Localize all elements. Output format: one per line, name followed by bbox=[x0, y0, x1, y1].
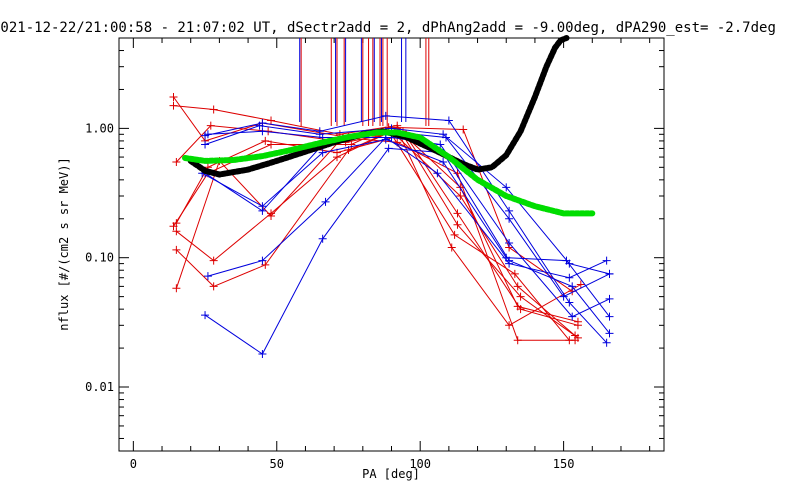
red-data-point bbox=[209, 105, 218, 114]
blue-data-point bbox=[562, 256, 571, 265]
blue-series-line bbox=[204, 115, 607, 344]
blue-series-line bbox=[204, 125, 610, 275]
red-data-point bbox=[453, 220, 462, 229]
red-data-point bbox=[172, 227, 181, 236]
blue-data-point bbox=[258, 256, 267, 265]
red-data-point bbox=[267, 140, 276, 149]
red-data-point bbox=[267, 212, 276, 221]
red-data-point bbox=[206, 121, 215, 130]
blue-data-point bbox=[436, 140, 445, 149]
blue-data-point bbox=[255, 121, 264, 130]
blue-data-point bbox=[203, 272, 212, 281]
red-data-point bbox=[447, 243, 456, 252]
red-data-point bbox=[347, 140, 356, 149]
red-series-line bbox=[175, 136, 576, 341]
blue-data-point bbox=[258, 206, 267, 215]
green-model-curve bbox=[182, 129, 596, 217]
curves-layer bbox=[182, 35, 596, 217]
red-data-point bbox=[169, 92, 178, 101]
blue-data-point bbox=[565, 298, 574, 307]
y-axis-label: nflux [#/(cm2 s sr MeV)] bbox=[57, 157, 71, 330]
red-data-point bbox=[459, 125, 468, 134]
red-data-point bbox=[505, 321, 514, 330]
blue-data-point bbox=[439, 157, 448, 166]
red-data-point bbox=[172, 157, 181, 166]
chart-title: 2021-12-22/21:00:58 - 21:07:02 UT, dSect… bbox=[0, 20, 776, 36]
blue-data-point bbox=[203, 130, 212, 139]
red-data-point bbox=[169, 101, 178, 110]
black-model-curve bbox=[187, 35, 570, 178]
red-data-point bbox=[333, 153, 341, 162]
red-data-point bbox=[261, 260, 270, 269]
y-tick-label: 1.00 bbox=[85, 121, 114, 135]
blue-data-point bbox=[602, 256, 611, 265]
x-axis-label: PA [deg] bbox=[362, 467, 420, 481]
red-data-point bbox=[513, 302, 522, 311]
red-data-point bbox=[209, 256, 218, 265]
blue-data-point bbox=[568, 282, 577, 291]
pa-markers bbox=[299, 38, 430, 126]
blue-data-point bbox=[433, 169, 442, 178]
red-series-line bbox=[176, 125, 579, 326]
x-tick-label: 0 bbox=[130, 457, 137, 471]
blue-data-point bbox=[605, 269, 614, 278]
blue-data-point bbox=[444, 116, 453, 125]
red-data-point bbox=[261, 136, 270, 145]
blue-data-point bbox=[381, 111, 390, 120]
blue-data-point bbox=[505, 214, 514, 223]
blue-data-point bbox=[559, 292, 568, 301]
red-data-point bbox=[172, 284, 181, 293]
blue-data-point bbox=[502, 183, 511, 192]
blue-data-point bbox=[201, 140, 210, 149]
red-data-point bbox=[456, 192, 465, 200]
blue-data-point bbox=[258, 350, 267, 358]
red-data-point bbox=[453, 209, 462, 218]
blue-data-point bbox=[568, 312, 577, 321]
axis-ticks: 0 50 100 150 0.01 0.10 1.00 bbox=[85, 37, 664, 471]
blue-data-point bbox=[258, 127, 267, 136]
blue-data-point bbox=[505, 238, 514, 247]
blue-data-point bbox=[318, 148, 327, 157]
red-data-point bbox=[267, 116, 276, 125]
red-data-point bbox=[172, 245, 181, 254]
blue-data-point bbox=[442, 133, 450, 142]
red-data-point bbox=[450, 230, 459, 239]
blue-data-point bbox=[505, 206, 514, 215]
red-data-point bbox=[513, 336, 522, 345]
blue-data-point bbox=[605, 329, 614, 338]
red-data-point bbox=[169, 222, 178, 231]
red-data-point bbox=[513, 282, 522, 291]
red-data-point bbox=[576, 280, 585, 289]
x-tick-label: 150 bbox=[553, 457, 575, 471]
blue-data-point bbox=[318, 234, 327, 243]
red-data-point bbox=[510, 269, 519, 278]
x-tick-label: 50 bbox=[270, 457, 284, 471]
red-data-point bbox=[573, 317, 582, 326]
blue-data-point bbox=[201, 311, 210, 320]
red-data-point bbox=[209, 282, 218, 291]
blue-data-point bbox=[605, 294, 614, 303]
blue-data-point bbox=[505, 256, 514, 265]
blue-series-line bbox=[207, 130, 610, 318]
blue-data-point bbox=[602, 338, 611, 347]
blue-data-point bbox=[565, 273, 574, 282]
blue-data-point bbox=[384, 144, 393, 153]
red-data-point bbox=[571, 336, 580, 345]
blue-data-point bbox=[605, 312, 614, 321]
red-data-point bbox=[516, 292, 525, 301]
y-tick-label: 0.10 bbox=[85, 251, 114, 265]
y-tick-label: 0.01 bbox=[85, 380, 114, 394]
red-series-line bbox=[176, 127, 579, 323]
plot-frame bbox=[118, 37, 665, 452]
blue-series-line bbox=[204, 147, 610, 355]
blue-data-point bbox=[321, 197, 330, 206]
x-tick-label: 100 bbox=[409, 457, 431, 471]
blue-series-line bbox=[207, 136, 607, 279]
